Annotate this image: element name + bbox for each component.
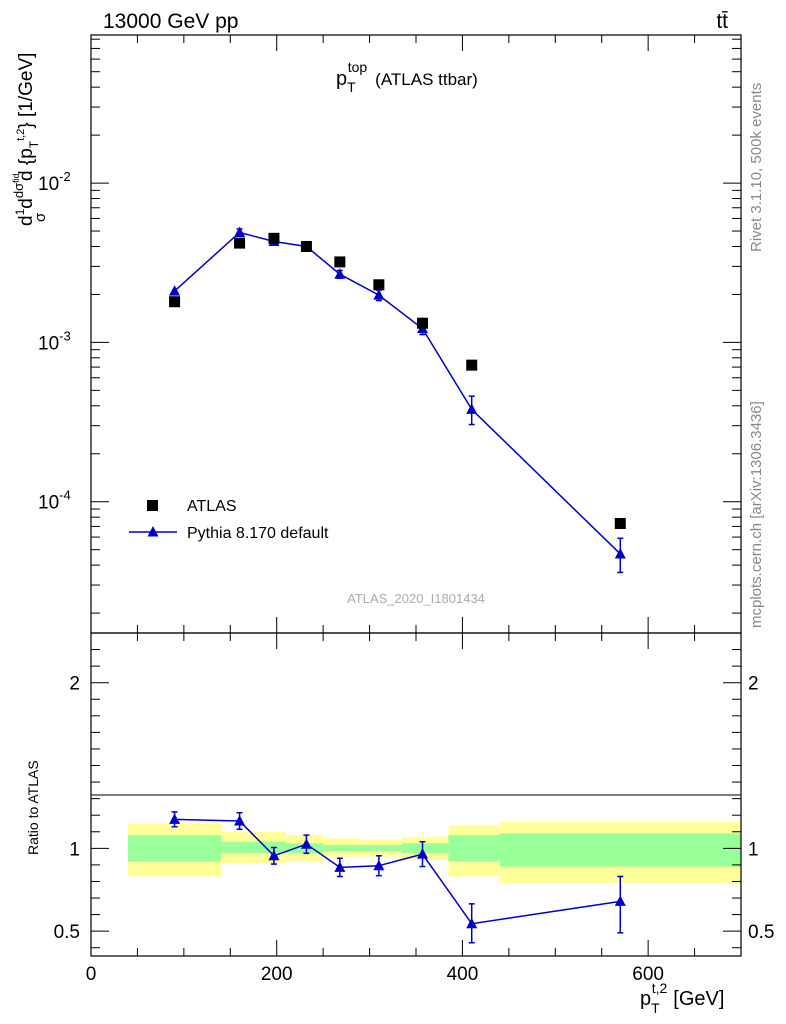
rivet-label: Rivet 3.1.10, 500k events <box>748 82 765 252</box>
legend-atlas-label: ATLAS <box>187 498 237 515</box>
data-point <box>466 359 478 371</box>
ratio-y-tick-label-right: 0.5 <box>748 922 774 943</box>
data-point <box>373 279 385 291</box>
ratio-point <box>234 815 246 826</box>
x-label-sup: t,2 <box>652 980 668 996</box>
mc-point <box>614 547 626 559</box>
data-point <box>234 237 246 249</box>
x-label-unit: [GeV] <box>673 988 724 1010</box>
x-label-main: p <box>640 988 651 1010</box>
svg-text:σ: σ <box>32 212 49 222</box>
ratio-band-inner <box>499 833 741 867</box>
ratio-ticks <box>90 632 742 956</box>
x-tick-label: 600 <box>632 964 664 985</box>
data-point <box>169 296 181 308</box>
legend-pythia-marker <box>147 526 159 537</box>
x-tick-labels: 0 200 400 600 <box>86 964 664 985</box>
ratio-y-tick-label: 1 <box>69 839 80 860</box>
ratio-y-tick-label-right: 2 <box>748 674 759 695</box>
ratio-y-tick-label-right: 1 <box>748 839 759 860</box>
ratio-bands <box>128 821 741 884</box>
ratio-band-inner <box>128 835 221 862</box>
ratio-y-tick-labels: 0.5 0.5 1 1 2 2 <box>54 674 775 943</box>
x-tick-label: 0 <box>86 964 97 985</box>
ratio-point <box>268 849 280 861</box>
ratio-point <box>373 859 385 871</box>
data-point <box>417 317 428 329</box>
data-point <box>300 240 312 252</box>
ratio-band-inner <box>221 841 286 854</box>
title-sub: T <box>347 79 356 95</box>
x-label-sub: T <box>651 1000 660 1016</box>
main-ticks <box>90 35 742 633</box>
mc-line <box>174 231 621 555</box>
energy-label: 13000 GeV pp <box>103 10 238 33</box>
main-frame <box>90 34 742 634</box>
main-panel: 10-4 10-3 10-2 pTtop (ATLAS ttbar) d1ddσfid… <box>11 34 742 634</box>
ratio-band-inner <box>402 843 449 854</box>
title-sup: top <box>348 59 368 75</box>
main-y-tick-label: 10-2 <box>38 169 71 195</box>
ratio-y-tick-label: 0.5 <box>54 922 80 943</box>
ratio-point <box>614 895 626 906</box>
process-label: tt̄ <box>716 10 728 33</box>
analysis-tag: ATLAS_2020_I1801434 <box>347 591 485 606</box>
ratio-point <box>300 838 312 849</box>
title-main: p <box>336 68 347 90</box>
x-tick-label: 400 <box>447 964 479 985</box>
mc-point <box>169 285 181 296</box>
ratio-panel: 0.5 0.5 1 1 2 2 0 200 400 600 Ratio to ATLAS pTt… <box>25 632 775 1016</box>
svg-text:d {pTt,2} [1/GeV]: d {pTt,2} [1/GeV] <box>15 53 41 181</box>
ratio-point <box>334 861 346 872</box>
main-y-tick-label: 10-4 <box>38 488 71 514</box>
ratio-marks <box>169 811 626 944</box>
data-point <box>268 232 280 244</box>
ratio-point <box>417 848 428 859</box>
ratio-y-tick-label: 2 <box>69 674 80 695</box>
mcplots-label: mcplots.cern.ch [arXiv:1306.3436] <box>748 401 765 628</box>
title-suffix: (ATLAS ttbar) <box>375 70 478 89</box>
ratio-y-axis-label: Ratio to ATLAS <box>25 760 41 855</box>
mc-point <box>234 226 246 237</box>
legend-pythia-label: Pythia 8.170 default <box>187 525 329 542</box>
x-axis-label: pTt,2 [GeV] <box>640 980 724 1016</box>
ratio-point <box>466 917 478 929</box>
legend-atlas-marker <box>147 500 158 511</box>
ratio-band-inner <box>360 845 403 852</box>
mc-point <box>334 268 346 279</box>
data-point <box>614 518 626 530</box>
mc-point <box>373 289 385 300</box>
main-y-tick-label: 10-3 <box>38 328 71 354</box>
data-point <box>334 256 346 268</box>
legend: ATLAS Pythia 8.170 default <box>129 498 329 542</box>
x-tick-label: 200 <box>261 964 293 985</box>
ratio-band-inner <box>448 835 500 862</box>
main-y-axis-label: d1ddσfid d {pTt,2} [1/GeV] σ <box>11 53 49 226</box>
plot-title: pTtop (ATLAS ttbar) <box>336 59 478 95</box>
ratio-band-inner <box>323 845 361 852</box>
ratio-point <box>169 813 181 824</box>
mc-point <box>466 403 478 414</box>
main-marks <box>169 226 626 574</box>
main-y-tick-labels: 10-4 10-3 10-2 <box>38 169 71 514</box>
